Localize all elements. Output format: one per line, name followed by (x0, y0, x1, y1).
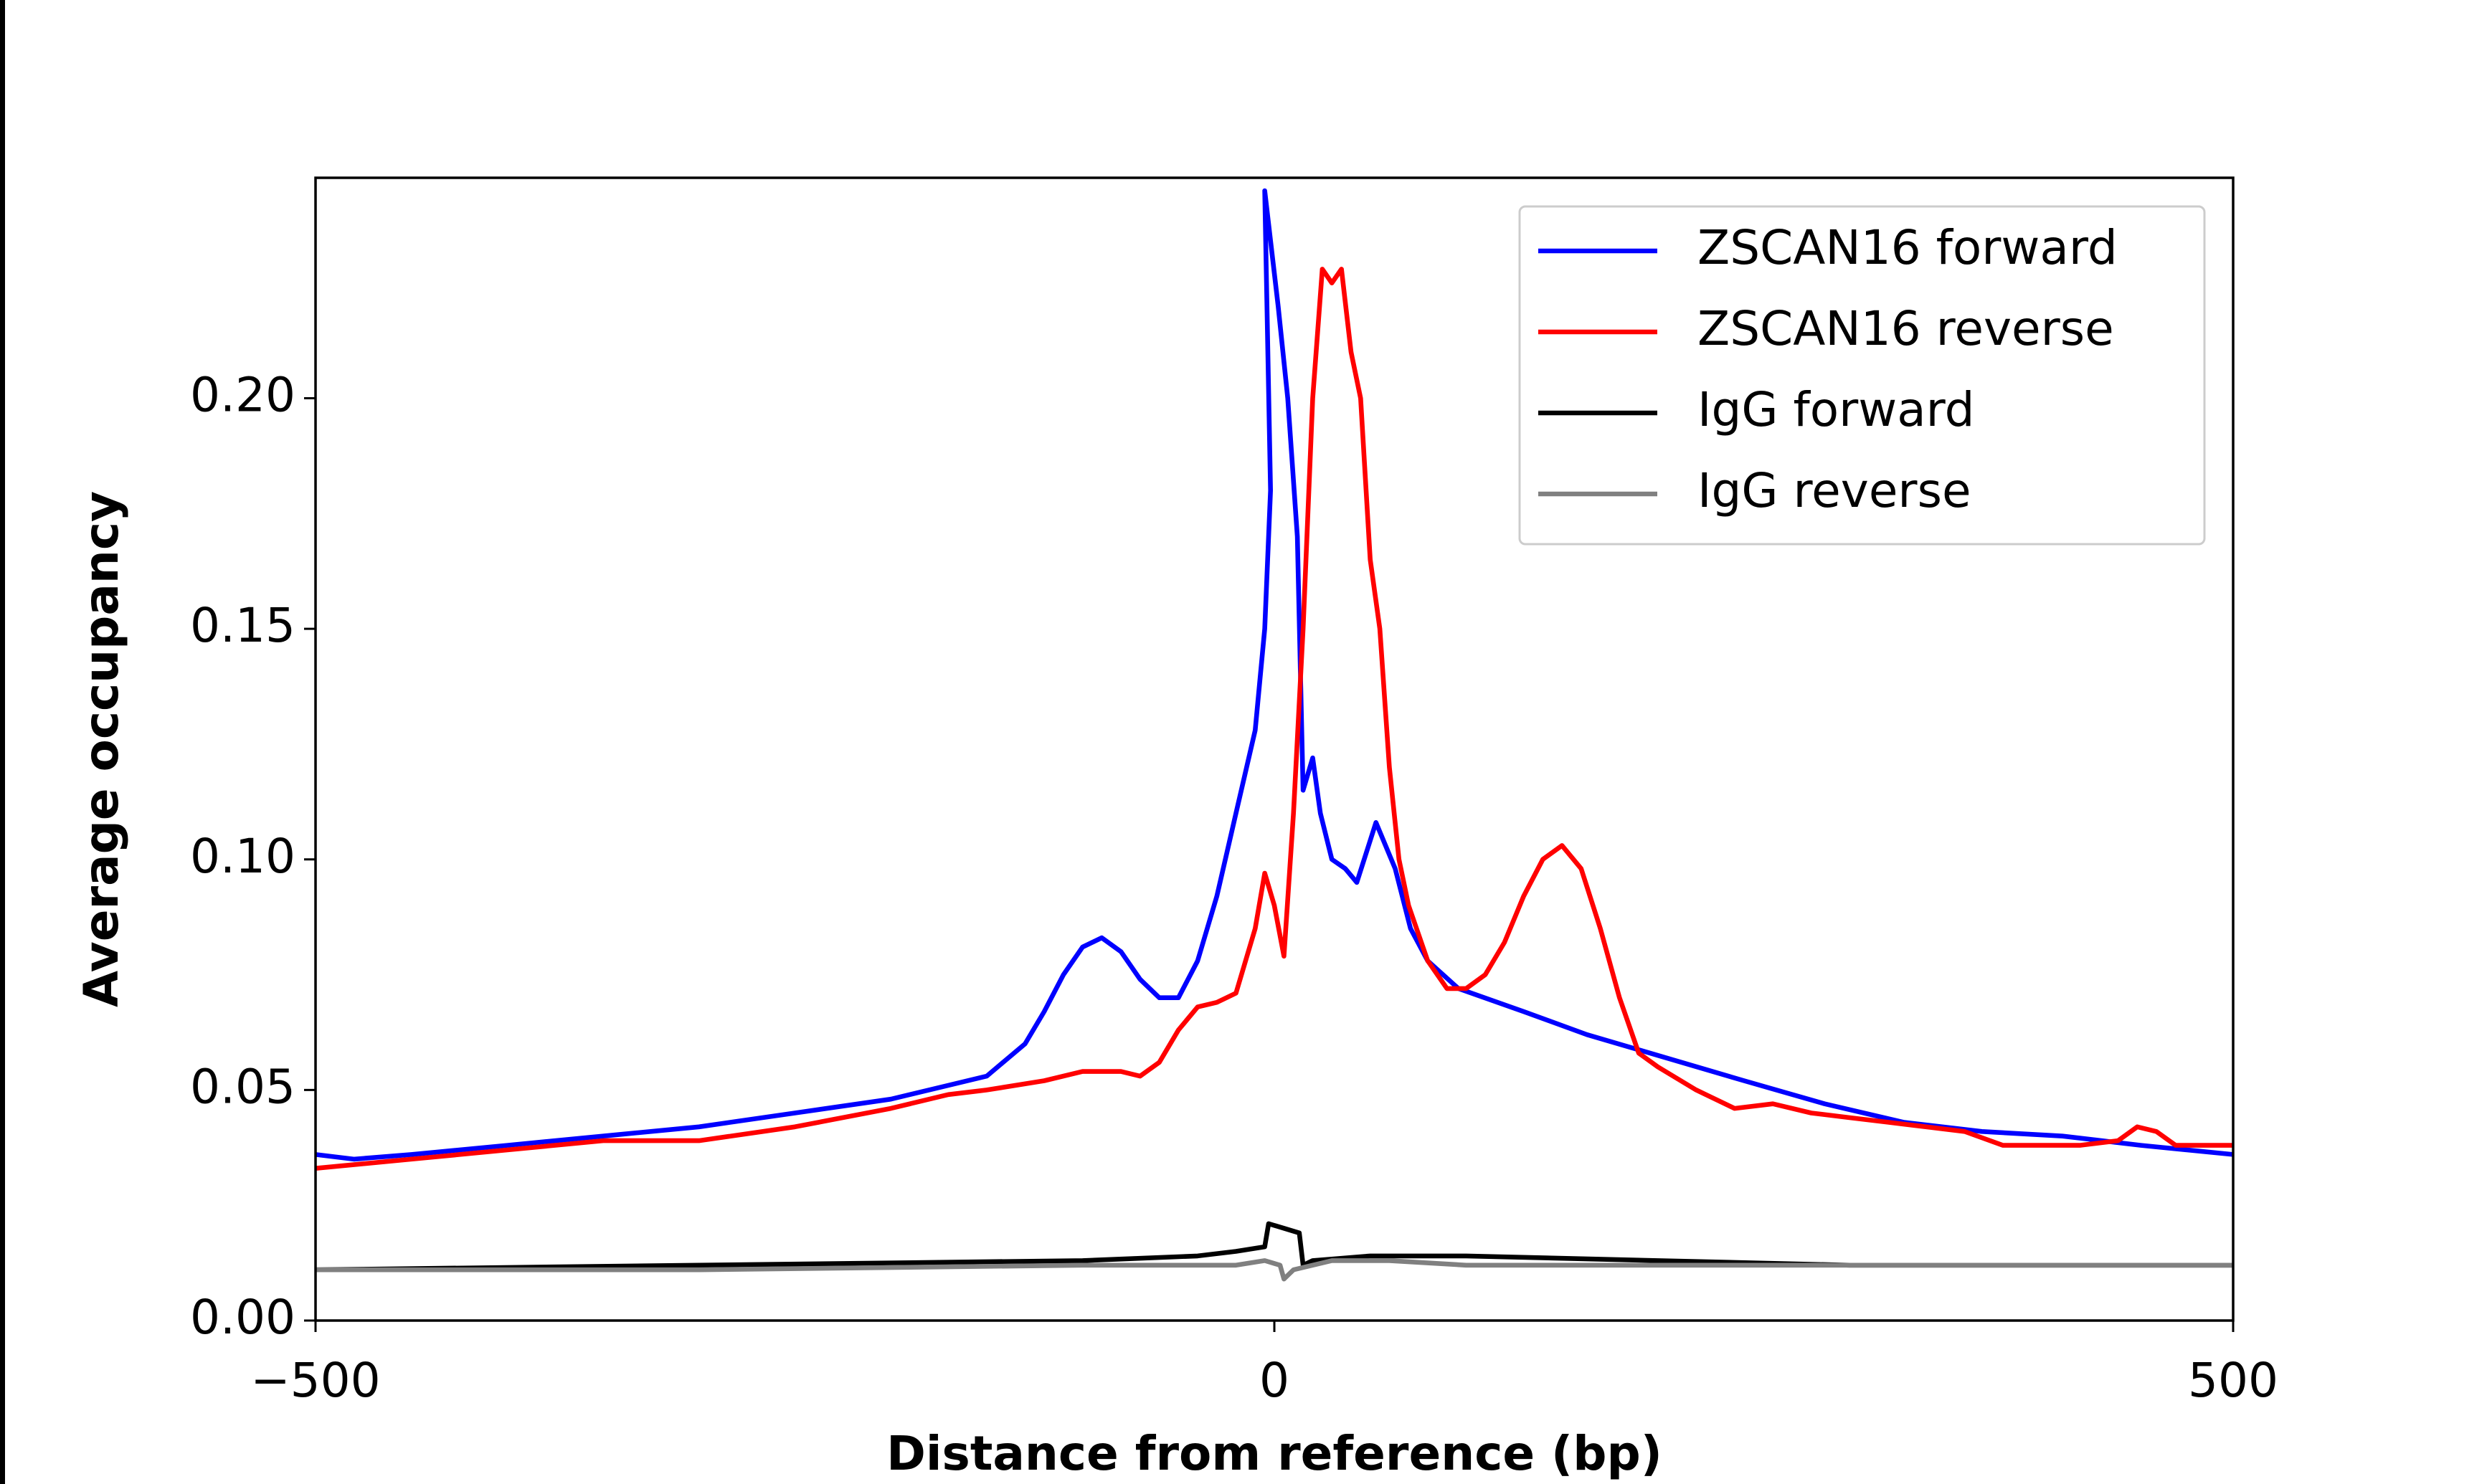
y-tick-label: 0.00 (190, 1290, 295, 1345)
legend-label: ZSCAN16 forward (1697, 220, 2118, 275)
left-edge (0, 0, 5, 1484)
series-line (315, 1221, 2233, 1273)
x-tick-label: 0 (1259, 1353, 1289, 1408)
y-tick-label: 0.20 (190, 368, 295, 423)
legend-box (1518, 205, 2206, 546)
series-line (316, 1258, 2233, 1282)
plot-frame (314, 176, 2235, 1322)
legend-label: IgG forward (1697, 382, 1975, 437)
legend-label: ZSCAN16 reverse (1697, 301, 2114, 356)
x-tick-label: −500 (250, 1353, 380, 1408)
legend-label: IgG reverse (1697, 463, 1971, 518)
series-line (315, 188, 2234, 1162)
x-axis-label: Distance from reference (bp) (886, 1426, 1662, 1481)
x-tick-label: 500 (2188, 1353, 2278, 1408)
y-tick-label: 0.05 (190, 1059, 295, 1114)
series-line (315, 267, 2233, 1171)
y-axis-label: Average occupancy (74, 491, 129, 1007)
y-tick-label: 0.15 (190, 598, 295, 653)
y-tick-label: 0.10 (190, 829, 295, 884)
